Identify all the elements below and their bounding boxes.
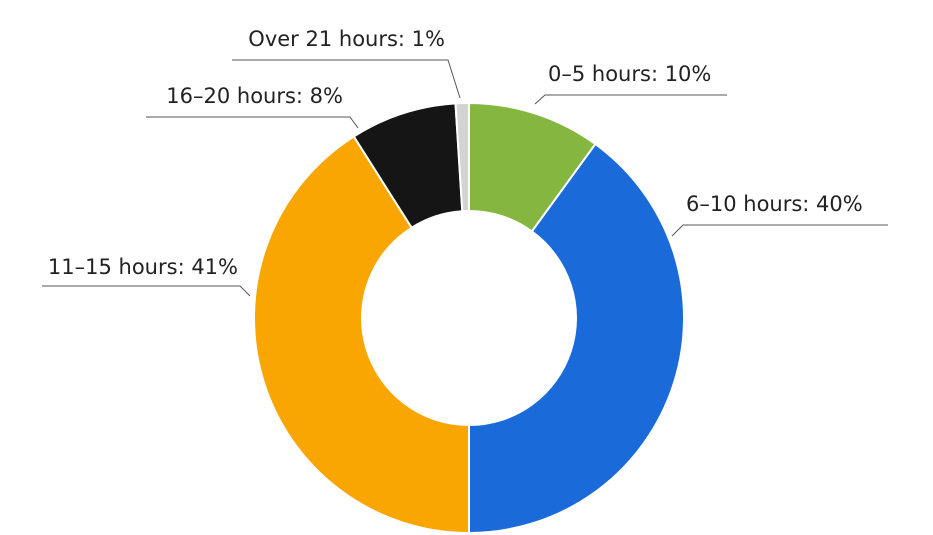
slice-label: Over 21 hours: 1%: [248, 27, 445, 51]
slice-label: 6–10 hours: 40%: [686, 192, 863, 216]
leader-line: [534, 94, 727, 105]
slice-label: 11–15 hours: 41%: [48, 255, 238, 279]
slice-label: 16–20 hours: 8%: [166, 84, 343, 108]
donut-slice: [468, 142, 685, 535]
leader-line: [232, 59, 461, 99]
leader-line: [42, 285, 251, 297]
leader-line: [671, 224, 888, 237]
donut-slice: [454, 101, 470, 213]
leader-line: [146, 116, 359, 129]
donut-slice: [253, 135, 470, 535]
slice-label: 0–5 hours: 10%: [548, 62, 711, 86]
